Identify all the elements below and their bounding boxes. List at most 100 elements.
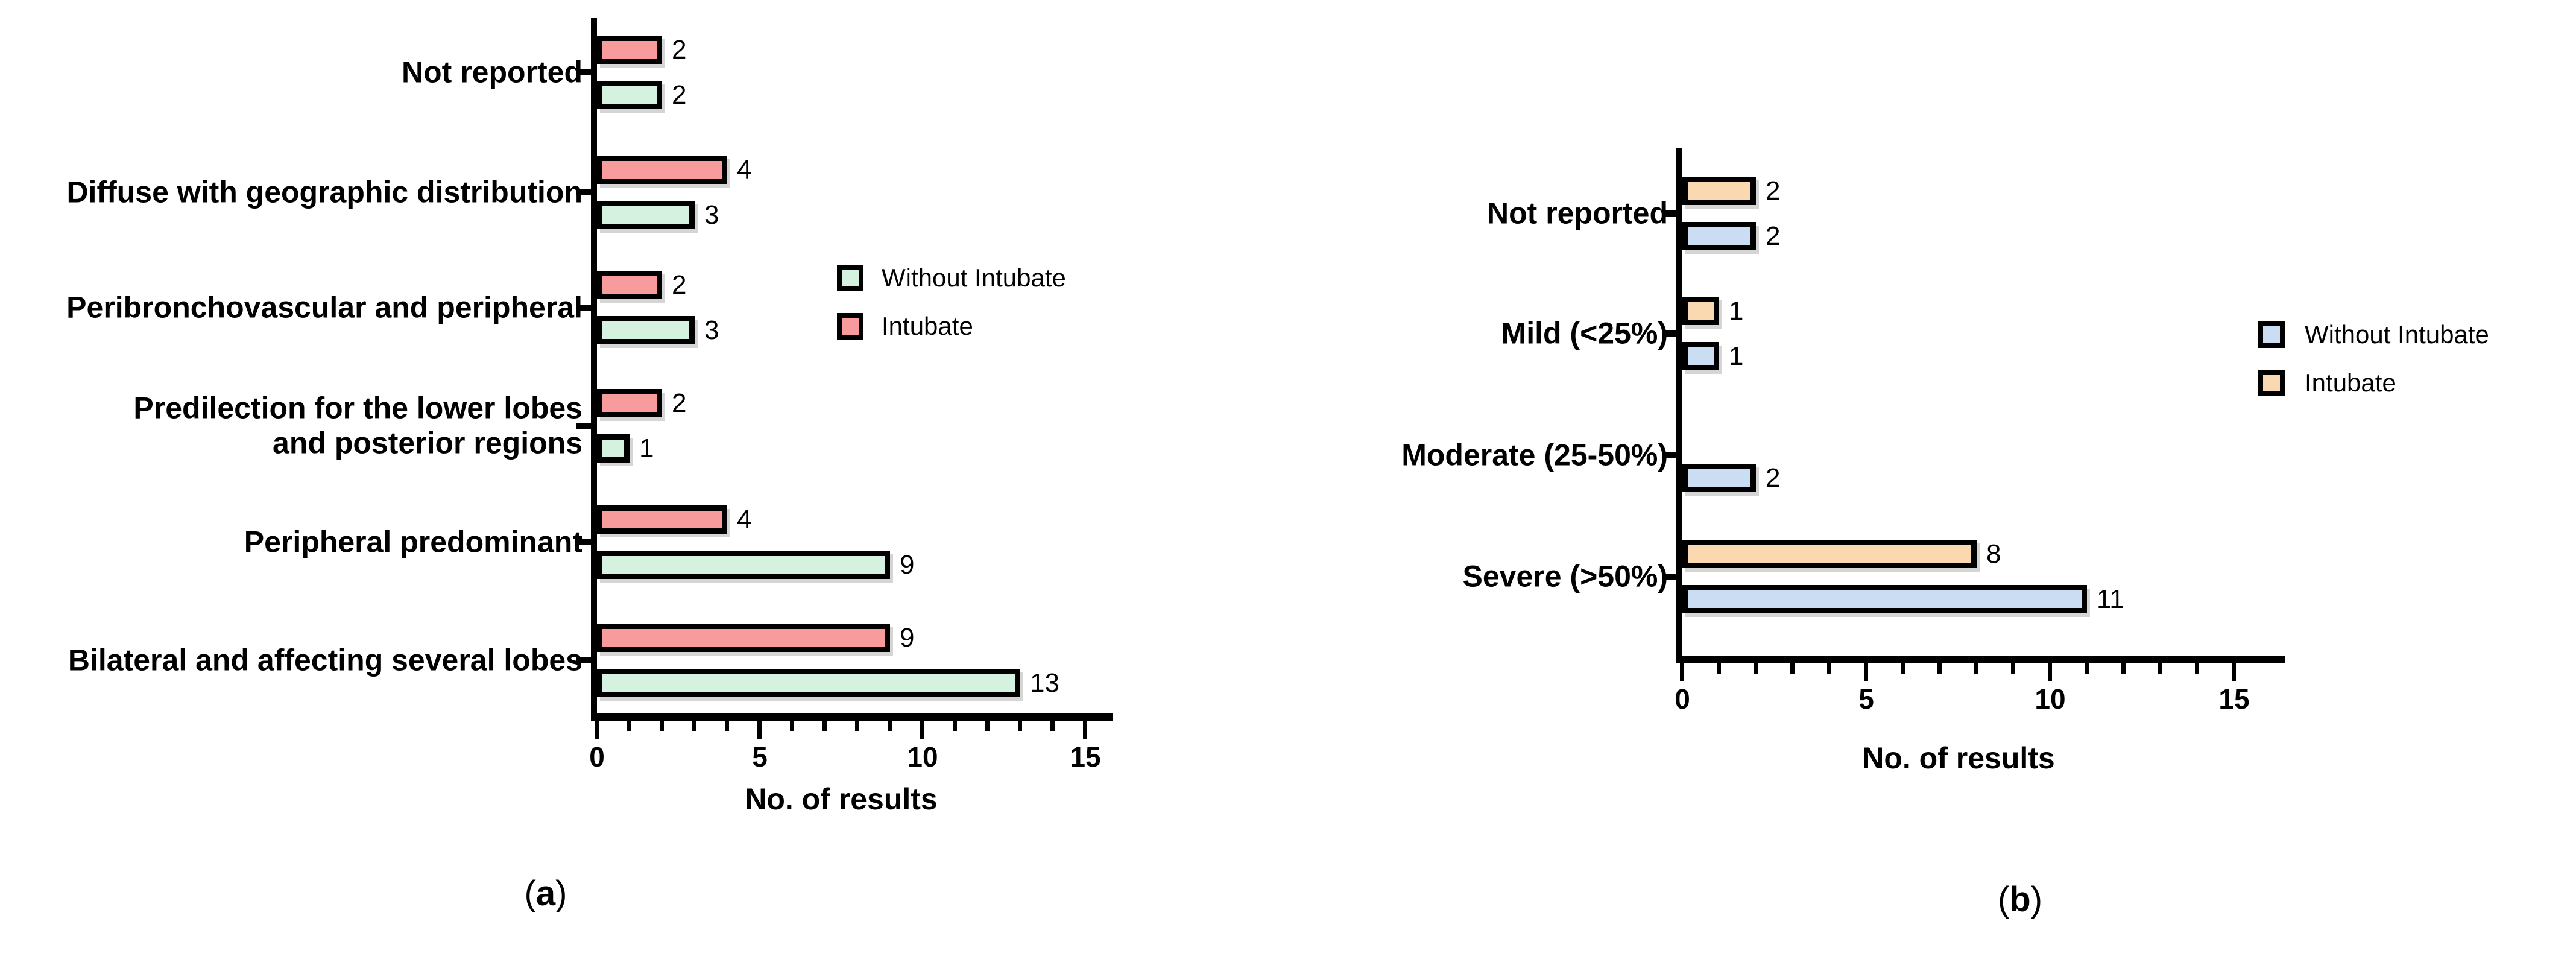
x-axis-minor-tick — [790, 721, 794, 731]
x-axis-line — [1676, 656, 2285, 663]
bar-value-label: 2 — [672, 35, 687, 65]
x-axis-minor-tick — [1050, 721, 1055, 731]
x-axis-minor-tick — [1937, 663, 1942, 674]
bar-value-label: 4 — [737, 155, 752, 185]
bar-without-intubate — [1682, 342, 1719, 370]
bar-without-intubate — [1682, 464, 1756, 492]
bar-value-label: 9 — [900, 550, 915, 580]
category-tick-mark — [1662, 452, 1676, 458]
x-axis-minor-tick — [660, 721, 664, 731]
bar-intubate — [597, 271, 662, 299]
category-label: Not reported — [1487, 196, 1668, 230]
category-tick-mark — [1662, 330, 1676, 337]
x-axis-major-tick — [1680, 663, 1684, 681]
category-tick-mark — [576, 69, 591, 75]
bar-value-label: 1 — [1729, 341, 1744, 371]
bar-intubate — [1682, 297, 1719, 325]
bar-intubate — [1682, 177, 1756, 205]
panel-label-paren-open: ( — [524, 874, 536, 913]
bar-without-intubate — [597, 669, 1020, 697]
x-axis-major-tick — [920, 721, 924, 739]
category-tick-mark — [576, 189, 591, 195]
category-label: Diffuse with geographic distribution — [66, 175, 582, 209]
legend-swatch-intubate — [837, 313, 863, 340]
bar-without-intubate — [1682, 585, 2087, 613]
x-axis-tick-label: 5 — [1858, 683, 1874, 715]
panel-label-paren-open: ( — [1997, 880, 2010, 919]
category-label: Predilection for the lower lobes and pos… — [133, 391, 582, 460]
category-tick-mark — [576, 423, 591, 429]
x-axis-minor-tick — [855, 721, 859, 731]
category-tick-mark — [576, 305, 591, 311]
x-axis-tick-label: 0 — [1675, 683, 1690, 715]
x-axis-minor-tick — [2085, 663, 2089, 674]
bar-value-label: 2 — [1766, 176, 1781, 206]
x-axis-minor-tick — [1717, 663, 1721, 674]
panel-label: (b) — [1930, 879, 2110, 920]
x-axis-minor-tick — [627, 721, 631, 731]
bar-intubate — [597, 389, 662, 417]
bar-value-label: 2 — [672, 388, 687, 418]
x-axis-minor-tick — [1827, 663, 1831, 674]
legend-label: Without Intubate — [2305, 320, 2489, 349]
x-axis-tick-label: 0 — [589, 741, 605, 773]
x-axis-minor-tick — [1974, 663, 1978, 674]
category-tick-mark — [576, 539, 591, 545]
x-axis-minor-tick — [2121, 663, 2126, 674]
bar-value-label: 13 — [1030, 668, 1059, 698]
x-axis-minor-tick — [953, 721, 957, 731]
bar-without-intubate — [597, 201, 695, 229]
x-axis-major-tick — [757, 721, 762, 739]
x-axis-minor-tick — [1790, 663, 1795, 674]
bar-value-label: 2 — [1766, 463, 1781, 493]
panel-label-paren-close: ) — [555, 874, 567, 913]
category-label: Not reported — [402, 55, 582, 89]
y-axis-line — [1676, 148, 1682, 663]
panel-label-letter: a — [535, 874, 556, 913]
bar-value-label: 2 — [672, 80, 687, 110]
legend-label: Without Intubate — [882, 264, 1066, 292]
bar-value-label: 3 — [704, 315, 719, 345]
x-axis-minor-tick — [2011, 663, 2015, 674]
x-axis-tick-label: 5 — [752, 741, 768, 773]
legend-swatch-without-intubate — [837, 265, 863, 291]
bar-value-label: 2 — [1766, 221, 1781, 251]
bar-without-intubate — [597, 316, 695, 344]
bar-intubate — [1682, 540, 1977, 568]
y-axis-line — [591, 18, 597, 721]
legend-swatch-without-intubate — [2258, 321, 2285, 348]
category-label: Severe (>50%) — [1462, 559, 1668, 593]
x-axis-minor-tick — [822, 721, 827, 731]
bar-intubate — [597, 156, 727, 184]
x-axis-major-tick — [595, 721, 599, 739]
bar-value-label: 8 — [1986, 539, 2001, 569]
bar-intubate — [597, 36, 662, 64]
x-axis-minor-tick — [2195, 663, 2199, 674]
x-axis-line — [591, 713, 1113, 721]
bar-value-label: 9 — [900, 623, 915, 653]
bar-value-label: 11 — [2097, 584, 2124, 614]
bar-value-label: 4 — [737, 505, 752, 534]
x-axis-major-tick — [2048, 663, 2052, 681]
x-axis-tick-label: 10 — [2035, 683, 2066, 715]
bar-value-label: 3 — [704, 200, 719, 230]
bar-without-intubate — [597, 434, 630, 463]
legend-swatch-intubate — [2258, 370, 2285, 396]
x-axis-minor-tick — [1018, 721, 1022, 731]
bar-value-label: 1 — [639, 434, 654, 463]
category-label: Moderate (25-50%) — [1401, 438, 1668, 472]
x-axis-tick-label: 15 — [1070, 741, 1101, 773]
x-axis-minor-tick — [985, 721, 990, 731]
category-tick-mark — [576, 657, 591, 663]
x-axis-major-tick — [1083, 721, 1087, 739]
x-axis-minor-tick — [725, 721, 729, 731]
x-axis-major-tick — [2232, 663, 2236, 681]
bar-intubate — [597, 505, 727, 534]
bar-without-intubate — [1682, 222, 1756, 250]
x-axis-tick-label: 10 — [907, 741, 938, 773]
legend-label: Intubate — [2305, 368, 2396, 397]
x-axis-minor-tick — [1754, 663, 1758, 674]
x-axis-major-tick — [1864, 663, 1868, 681]
